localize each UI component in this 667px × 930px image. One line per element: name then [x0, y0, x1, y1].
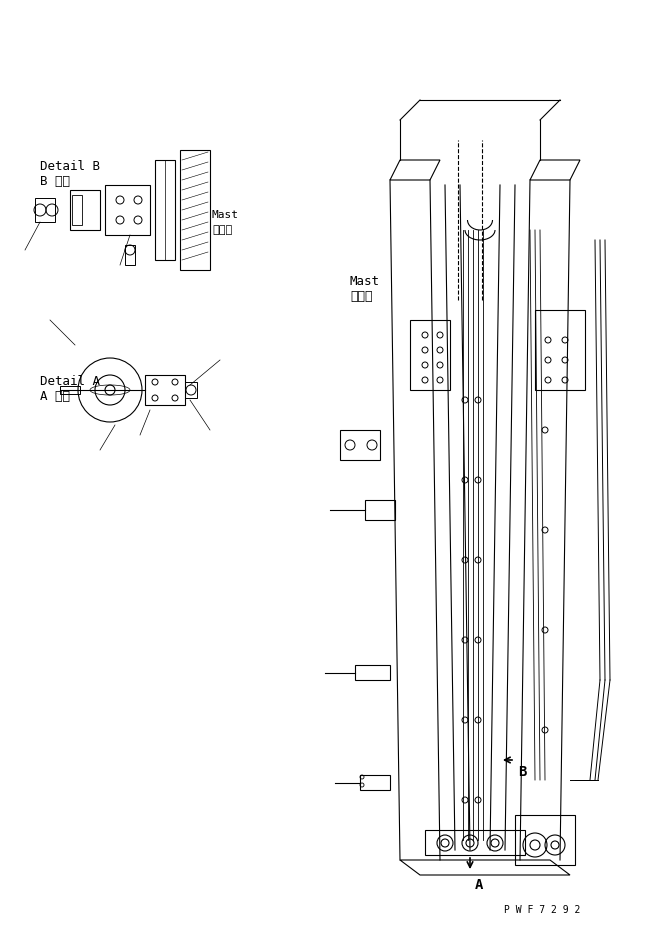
Text: A: A: [475, 878, 484, 892]
Bar: [125, 245, 135, 265]
Bar: [60, 386, 80, 394]
Text: Mast: Mast: [350, 275, 380, 288]
Text: Detail A: Detail A: [40, 375, 100, 388]
Text: マスト: マスト: [350, 290, 372, 303]
Bar: [515, 815, 575, 865]
Text: マスト: マスト: [212, 225, 232, 235]
Bar: [35, 198, 55, 222]
Text: Mast: Mast: [212, 210, 239, 220]
Bar: [185, 382, 197, 398]
Bar: [72, 195, 82, 225]
Text: Detail B: Detail B: [40, 160, 100, 173]
Text: B 詳細: B 詳細: [40, 175, 70, 188]
Text: B: B: [518, 765, 526, 779]
Text: A 詳細: A 詳細: [40, 390, 70, 403]
Bar: [425, 830, 525, 855]
Text: P W F 7 2 9 2: P W F 7 2 9 2: [504, 905, 580, 915]
